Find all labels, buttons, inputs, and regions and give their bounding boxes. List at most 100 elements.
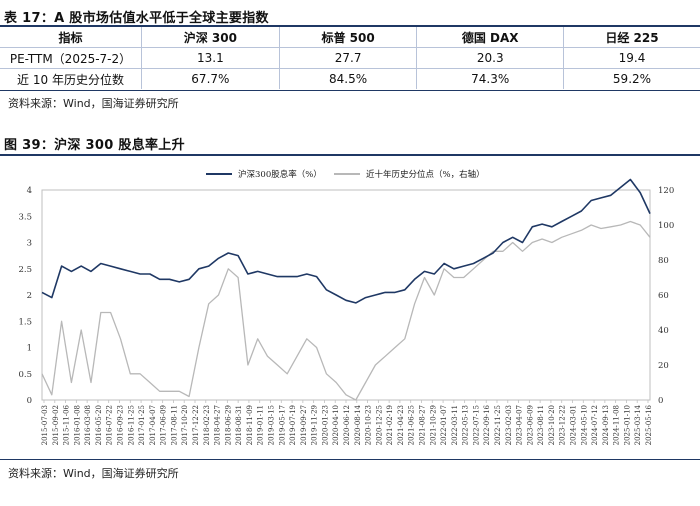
x-tick-label: 2015-07-03: [41, 405, 49, 445]
cell-sp500: 84.5%: [278, 68, 417, 89]
x-tick-label: 2022-05-13: [462, 405, 470, 445]
x-tick-label: 2023-12-22: [559, 405, 567, 445]
valuation-table: 指标 沪深 300 标普 500 德国 DAX 日经 225 PE-TTM（20…: [0, 27, 700, 89]
y-left-tick-label: 1.5: [18, 317, 32, 327]
x-tick-label: 2017-08-11: [170, 405, 178, 445]
x-tick-label: 2022-03-11: [451, 405, 459, 445]
y-left-tick-label: 3: [27, 239, 32, 249]
chart-axes: 00.511.522.533.540204060801001202015-07-…: [18, 186, 674, 445]
figure-title: 图 39：沪深 300 股息率上升: [4, 138, 185, 153]
x-tick-label: 2016-07-22: [106, 405, 114, 445]
y-left-tick-label: 2.5: [18, 265, 32, 275]
y-left-tick-label: 1: [27, 344, 32, 354]
x-tick-label: 2024-05-10: [580, 405, 588, 445]
plot-frame: [41, 189, 651, 401]
header-indicator: 指标: [58, 30, 83, 45]
cell-sp500: 27.7: [278, 47, 417, 69]
row-label: 近 10 年历史分位数: [0, 68, 142, 89]
x-tick-label: 2018-11-09: [246, 405, 254, 445]
y-left-tick-label: 3.5: [18, 212, 32, 222]
x-tick-label: 2020-04-10: [332, 405, 340, 445]
x-tick-label: 2016-01-08: [73, 405, 81, 445]
x-tick-label: 2015-11-06: [63, 404, 71, 445]
header-sp500: 标普 500: [278, 27, 417, 48]
x-tick-label: 2017-01-25: [138, 405, 146, 445]
table-source: 资料来源：Wind，国海证券研究所: [8, 97, 179, 110]
x-tick-label: 2018-06-29: [224, 405, 232, 445]
x-tick-label: 2023-10-20: [548, 405, 556, 445]
x-tick-label: 2016-05-20: [95, 405, 103, 445]
y-right-tick-label: 20: [658, 361, 669, 371]
table-row: PE-TTM（2025-7-2） 13.1 27.7 20.3 19.4: [0, 47, 700, 69]
x-tick-label: 2015-09-02: [52, 405, 60, 445]
x-tick-label: 2020-08-14: [354, 404, 362, 445]
x-tick-label: 2017-12-22: [192, 405, 200, 445]
figure-top-rule: [0, 154, 700, 156]
x-tick-label: 2018-02-23: [203, 405, 211, 445]
table-header-row: 指标 沪深 300 标普 500 德国 DAX 日经 225: [0, 27, 700, 48]
y-left-tick-label: 2: [27, 291, 32, 301]
x-tick-label: 2017-10-20: [181, 405, 189, 445]
table-bottom-rule: [0, 90, 700, 91]
y-right-tick-label: 60: [658, 291, 669, 301]
x-tick-label: 2019-05-17: [278, 405, 286, 445]
cell-nikkei: 59.2%: [562, 68, 700, 89]
x-tick-label: 2021-10-29: [429, 405, 437, 445]
table-title: 表 17：A 股市场估值水平低于全球主要指数: [4, 11, 269, 26]
legend-label: 近十年历史分位点（%，右轴）: [366, 169, 485, 180]
header-nikkei: 日经 225: [562, 27, 700, 48]
x-tick-label: 2025-01-10: [623, 405, 631, 445]
x-tick-label: 2020-10-23: [365, 405, 373, 445]
x-tick-label: 2025-05-16: [645, 404, 653, 445]
legend-label: 沪深300股息率（%）: [238, 169, 322, 180]
x-tick-label: 2017-06-09: [160, 405, 168, 445]
table-top-rule: [0, 25, 700, 27]
x-tick-label: 2019-01-11: [257, 405, 265, 445]
series-line-percentile: [41, 220, 651, 401]
x-tick-label: 2020-12-25: [375, 405, 383, 445]
x-tick-label: 2024-09-13: [602, 405, 610, 445]
x-tick-label: 2019-09-27: [300, 405, 308, 445]
cell-dax: 20.3: [416, 47, 564, 69]
x-tick-label: 2023-08-11: [537, 405, 545, 445]
dividend-yield-chart: 沪深300股息率（%） 近十年历史分位点（%，右轴） 0 0.5 1 1.5 2 2.5 3 3…: [18, 169, 674, 445]
chart-legend: 沪深300股息率（%） 近十年历史分位点（%，右轴）: [206, 169, 485, 180]
x-tick-label: 2020-06-12: [343, 405, 351, 445]
cell-dax: 74.3%: [416, 68, 564, 89]
x-tick-label: 2021-02-19: [386, 405, 394, 445]
y-left-tick-label: 0.5: [18, 370, 32, 380]
x-tick-label: 2024-03-01: [570, 405, 578, 445]
table-row: 近 10 年历史分位数 67.7% 84.5% 74.3% 59.2%: [0, 68, 700, 89]
x-tick-label: 2021-04-23: [397, 405, 405, 445]
cell-csi300: 67.7%: [141, 68, 280, 89]
y-right-tick-label: 0: [658, 396, 663, 406]
x-tick-label: 2023-06-09: [526, 405, 534, 445]
chart-series: [41, 178, 651, 401]
header-csi300: 沪深 300: [141, 27, 280, 48]
x-tick-label: 2022-07-15: [472, 405, 480, 445]
x-tick-label: 2022-09-16: [483, 404, 491, 445]
figure-source: 资料来源：Wind，国海证券研究所: [8, 467, 179, 480]
y-left-tick-label: 0: [27, 396, 32, 406]
x-tick-label: 2023-02-03: [505, 405, 513, 445]
figure-bottom-rule: [0, 459, 700, 460]
cell-csi300: 13.1: [141, 47, 280, 69]
y-right-tick-label: 80: [658, 256, 669, 266]
cell-nikkei: 19.4: [562, 47, 700, 69]
x-tick-label: 2020-01-23: [321, 405, 329, 445]
x-tick-label: 2023-04-07: [516, 405, 524, 445]
x-tick-label: 2019-11-29: [311, 405, 319, 445]
y-right-tick-label: 120: [658, 186, 674, 196]
x-tick-label: 2016-09-23: [117, 405, 125, 445]
x-tick-label: 2024-11-08: [613, 405, 621, 445]
x-tick-label: 2016-03-08: [84, 405, 92, 445]
x-tick-label: 2022-11-25: [494, 405, 502, 445]
header-dax: 德国 DAX: [416, 27, 564, 48]
x-tick-label: 2024-07-12: [591, 405, 599, 445]
x-tick-label: 2019-07-19: [289, 405, 297, 445]
series-line-dividend-yield: [41, 178, 651, 304]
y-left-tick-label: 4: [27, 186, 32, 196]
x-tick-label: 2022-01-07: [440, 405, 448, 445]
x-tick-label: 2021-08-27: [419, 405, 427, 445]
x-tick-label: 2019-03-15: [268, 405, 276, 445]
